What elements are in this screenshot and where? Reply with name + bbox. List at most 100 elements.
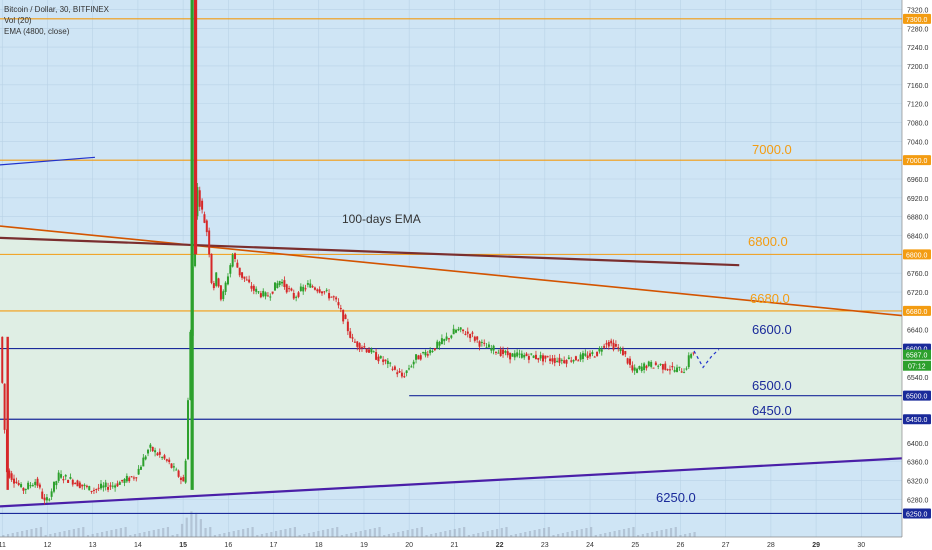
volume-bar xyxy=(185,517,188,537)
candle-body xyxy=(139,466,142,470)
candle-body xyxy=(302,286,305,292)
time-axis[interactable]: 11 12 13 14 15 16 17 18 19 20 21 22 23 24 25 26 27 28 29 30 xyxy=(0,536,932,550)
volume-bar xyxy=(25,530,28,537)
spike-candle xyxy=(190,0,194,490)
time-tick: 16 xyxy=(224,542,232,549)
volume-bar xyxy=(77,528,80,537)
volume-bar xyxy=(298,535,301,537)
candle-body xyxy=(466,331,469,334)
countdown: 07:12 xyxy=(908,364,926,371)
candle-body xyxy=(363,346,366,348)
volume-bar xyxy=(148,531,151,537)
volume-bar xyxy=(599,534,602,537)
time-tick: 18 xyxy=(315,542,323,549)
volume-bar xyxy=(53,533,57,537)
volume-bar xyxy=(82,527,85,537)
candle-body xyxy=(271,291,274,294)
candle-body xyxy=(273,282,276,291)
volume-bar xyxy=(580,529,583,537)
volume-bar xyxy=(124,527,127,537)
candle-body xyxy=(142,457,145,467)
volume-bar xyxy=(477,533,480,537)
time-tick: 19 xyxy=(360,542,368,549)
candle-body xyxy=(344,314,347,320)
volume-bar xyxy=(11,533,14,537)
candle-body xyxy=(62,479,65,481)
volume-bar xyxy=(486,531,489,537)
price-axis[interactable]: 6250.0 6280.0 6320.0 6360.0 6400.0 6450.0 6500… xyxy=(901,0,932,550)
time-tick: 13 xyxy=(89,542,97,549)
volume-bar xyxy=(585,528,588,537)
volume-bar xyxy=(307,533,311,537)
volume-bar xyxy=(232,531,235,537)
candle-body xyxy=(628,358,631,365)
candle-body xyxy=(398,371,401,373)
volume-bar xyxy=(467,535,470,537)
trendlines[interactable] xyxy=(0,156,903,508)
candle-body xyxy=(283,280,286,287)
candle-body xyxy=(497,352,500,354)
candle-body xyxy=(393,366,396,370)
volume-bar xyxy=(63,531,66,537)
volume-bar xyxy=(538,529,541,537)
volume-bar xyxy=(44,535,47,537)
indicator-volume[interactable]: Vol (20) xyxy=(4,16,32,25)
candle-body xyxy=(64,475,67,477)
volume-bar xyxy=(401,531,405,537)
candle-body xyxy=(690,354,693,358)
candle-body xyxy=(151,446,154,452)
volume-bar xyxy=(30,529,33,537)
candle-body xyxy=(217,278,220,287)
volume-bar xyxy=(373,528,376,537)
volume-bar xyxy=(289,528,292,537)
candle-body xyxy=(22,487,25,491)
candle-body xyxy=(523,354,526,358)
candle-body xyxy=(226,276,229,285)
volume-bar xyxy=(317,531,320,537)
candle-body xyxy=(212,283,215,289)
price-tick: 6880.0 xyxy=(907,215,929,222)
volume-bar xyxy=(448,530,452,537)
price-tag-box xyxy=(903,508,931,519)
time-axis-bg xyxy=(0,537,932,550)
volume-bar xyxy=(528,531,532,537)
symbol-title[interactable]: Bitcoin / Dollar, 30, BITFINEX xyxy=(4,5,109,14)
candle-body xyxy=(241,272,244,278)
candle-body xyxy=(172,466,175,468)
candle-body xyxy=(391,368,394,370)
candle-body xyxy=(400,372,403,377)
trendline xyxy=(0,225,903,317)
candle-body xyxy=(617,347,620,349)
volume-bar xyxy=(242,529,245,537)
time-tick: 30 xyxy=(857,542,865,549)
volume-bar xyxy=(293,527,296,537)
candle-body xyxy=(281,281,284,284)
volume-bar xyxy=(260,534,264,537)
indicator-ema[interactable]: EMA (4800, close) xyxy=(4,27,70,36)
candle-body xyxy=(309,283,312,288)
candle-body xyxy=(570,360,573,362)
candle-body xyxy=(565,359,568,364)
candle-body xyxy=(586,355,589,358)
volume-bar xyxy=(557,534,560,537)
candle-body xyxy=(316,289,319,292)
price-tick: 7280.0 xyxy=(907,26,929,33)
candle-body xyxy=(149,444,152,448)
volume-bar xyxy=(688,533,691,537)
candle-body xyxy=(478,341,481,347)
candle-body xyxy=(377,356,380,362)
candle-body xyxy=(323,291,326,293)
volume-bar xyxy=(340,535,344,537)
volume-bar xyxy=(312,532,315,537)
candle-body xyxy=(238,267,241,276)
candle-body xyxy=(210,253,213,283)
candle-body xyxy=(257,291,260,293)
candle-body xyxy=(365,348,368,353)
candle-body xyxy=(158,451,161,455)
candle-body xyxy=(504,350,507,353)
volume-bar xyxy=(256,535,259,537)
volume-bar xyxy=(674,527,677,537)
volume-bar xyxy=(49,534,52,537)
price-tag-box xyxy=(903,13,931,24)
